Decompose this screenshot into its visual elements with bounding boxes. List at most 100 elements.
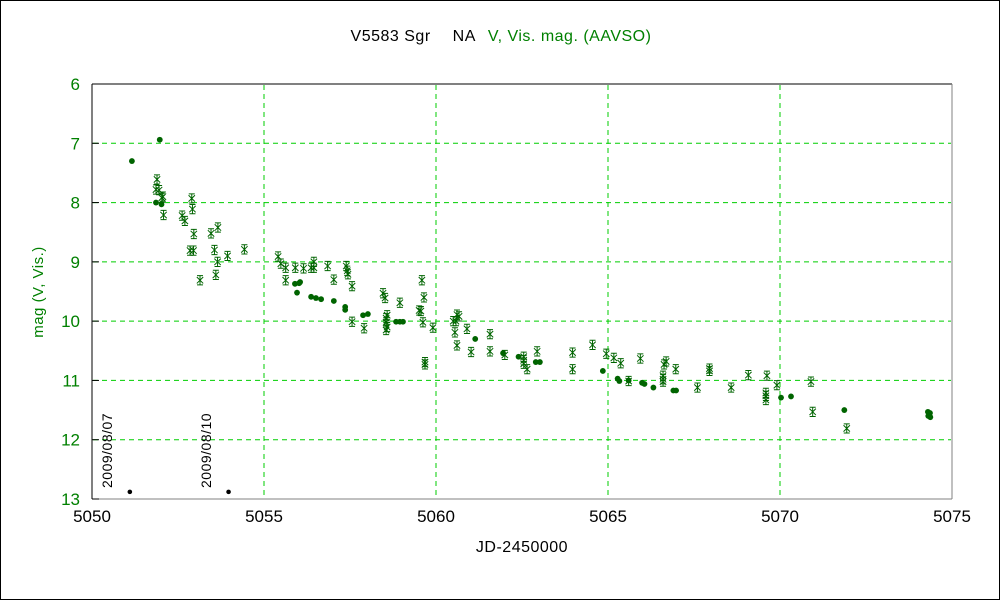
data-point-vis <box>196 275 204 286</box>
x-tick-label: 5075 <box>933 507 971 526</box>
data-point-v <box>515 353 522 360</box>
y-tick-label: 13 <box>61 490 80 509</box>
data-point-vis <box>207 228 215 239</box>
data-point-v <box>342 306 349 313</box>
data-point-vis <box>418 275 426 286</box>
data-point-v <box>360 312 366 319</box>
data-point-vis <box>300 263 308 274</box>
data-point-vis <box>429 322 437 333</box>
data-point-vis <box>419 317 427 328</box>
data-point-vis <box>660 359 668 370</box>
data-point-vis <box>382 324 390 336</box>
data-point-v <box>318 296 325 303</box>
data-point-vis <box>744 369 752 381</box>
data-point-vis <box>451 327 459 338</box>
data-point-vis <box>636 353 644 364</box>
data-point-vis <box>310 262 318 273</box>
y-tick-label: 8 <box>71 194 80 213</box>
data-point-vis <box>360 323 368 334</box>
data-point-vis <box>381 292 389 304</box>
data-point-vis <box>277 258 285 269</box>
data-point-v <box>364 311 371 317</box>
data-point-v <box>599 368 606 374</box>
annotation-date: 2009/08/10 <box>197 412 214 488</box>
data-point-vis <box>344 269 352 280</box>
chart-title: V5583 Sgr NA V, Vis. mag. (AAVSO) <box>1 28 999 46</box>
data-point-v <box>778 394 784 401</box>
x-axis-title: JD-2450000 <box>475 539 569 556</box>
data-point-vis <box>807 376 815 387</box>
data-point-vis <box>843 423 851 434</box>
data-point-vis <box>588 339 597 350</box>
data-point-v <box>841 407 848 413</box>
data-point-vis <box>672 364 680 375</box>
data-point-v <box>616 378 623 384</box>
data-point-vis <box>420 292 428 303</box>
data-point-vis <box>533 346 541 357</box>
data-point-vis <box>773 380 781 391</box>
data-point-v <box>927 414 934 421</box>
data-point-vis <box>417 305 425 317</box>
data-point-v <box>158 201 165 208</box>
data-point-vis <box>188 193 196 204</box>
data-point-vis <box>153 174 161 185</box>
data-point-vis <box>155 185 163 196</box>
data-point-v <box>400 318 406 325</box>
data-point-vis <box>330 274 338 285</box>
data-point-vis <box>240 244 248 255</box>
data-point-vis <box>214 256 222 267</box>
data-point-vis <box>463 323 471 334</box>
data-point-vis <box>310 256 318 267</box>
data-point-vis <box>282 262 290 273</box>
data-point-vis <box>610 352 618 363</box>
data-point-vis <box>415 305 423 316</box>
x-tick-label: 5060 <box>417 507 455 526</box>
data-point-v <box>153 199 159 206</box>
title-series-label: V, Vis. mag. (AAVSO) <box>487 28 652 45</box>
data-point-vis <box>727 382 735 393</box>
data-point-vis <box>282 275 290 286</box>
data-point-vis <box>212 269 220 280</box>
data-point-v <box>625 377 632 384</box>
data-point-vis <box>569 364 577 375</box>
data-point-v <box>641 381 648 387</box>
title-star-name: V5583 Sgr <box>350 28 431 45</box>
data-point-v <box>129 158 135 164</box>
data-point-v <box>532 359 539 365</box>
data-point-v <box>650 384 657 391</box>
x-tick-label: 5070 <box>761 507 799 526</box>
data-point-v <box>156 136 163 143</box>
data-point-vis <box>186 245 194 256</box>
data-point-vis <box>159 191 167 202</box>
y-tick-label: 12 <box>61 431 80 450</box>
annotation-date: 2009/08/07 <box>98 412 115 488</box>
data-point-vis <box>453 340 461 351</box>
x-tick-label: 5055 <box>245 507 283 526</box>
data-point-vis <box>181 215 189 227</box>
data-point-vis <box>324 260 332 272</box>
data-point-vis <box>520 358 528 369</box>
data-point-v <box>536 359 543 365</box>
x-tick-label: 5050 <box>73 507 111 526</box>
data-point-vis <box>449 316 457 327</box>
x-tick-label: 5065 <box>589 507 627 526</box>
title-nova-type: NA <box>452 28 476 45</box>
data-point-vis <box>659 376 667 387</box>
data-point-vis <box>223 250 232 262</box>
data-point-vis <box>383 321 391 333</box>
data-point-vis <box>383 310 391 321</box>
data-point-v <box>297 279 304 285</box>
data-point-vis <box>188 203 197 215</box>
data-point-vis <box>705 365 714 377</box>
data-point-vis <box>693 382 701 393</box>
data-point-vis <box>486 346 494 357</box>
data-point-vis <box>274 251 282 262</box>
data-point-vis <box>452 316 460 327</box>
y-tick-label: 6 <box>71 75 80 94</box>
data-point-vis <box>190 228 198 240</box>
data-point-vis <box>348 281 356 292</box>
data-point-vis <box>569 347 577 358</box>
data-point-vis <box>291 262 299 273</box>
